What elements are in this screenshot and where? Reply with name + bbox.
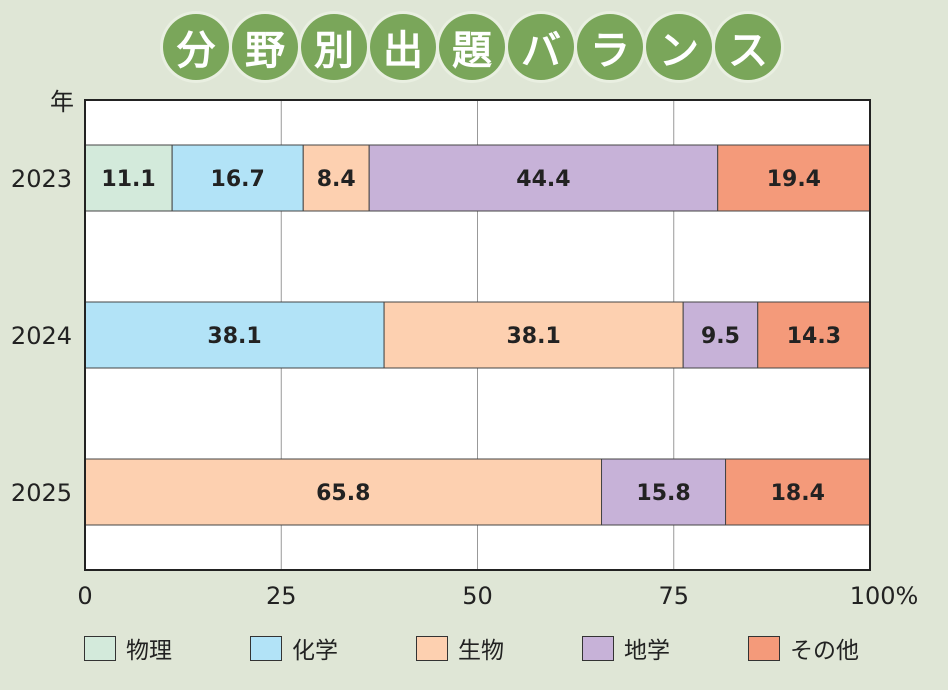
- legend-label: 生物: [458, 638, 504, 664]
- legend-swatch: [748, 635, 780, 661]
- data-label: 8.4: [317, 167, 356, 192]
- x-tick-label: 100%: [850, 582, 919, 610]
- legend-item: 地学: [582, 628, 670, 668]
- legend-label: その他: [790, 638, 859, 664]
- data-label: 18.4: [771, 481, 825, 506]
- data-label: 9.5: [701, 324, 740, 349]
- y-tick-label: 2024: [11, 322, 72, 350]
- bars: 11.1 16.7 8.4 44.4 19.4 38.1 38.1 9.5 14.3 65.8 15…: [84, 144, 871, 526]
- y-tick-label: 2025: [11, 479, 72, 507]
- x-tick-label: 25: [266, 582, 297, 610]
- x-tick-label: 75: [658, 582, 689, 610]
- title-char: ラ: [577, 14, 643, 80]
- data-label: 19.4: [767, 167, 821, 192]
- bar-segment: [368, 144, 719, 212]
- data-label: 38.1: [207, 324, 261, 349]
- legend: 物理 化学 生物 地学 その他: [84, 628, 904, 668]
- data-label: 14.3: [787, 324, 841, 349]
- plot-frame: [84, 99, 871, 571]
- bar-segment: [302, 144, 370, 212]
- data-label: 65.8: [316, 481, 370, 506]
- legend-item: その他: [748, 628, 859, 668]
- title-char: 分: [163, 14, 229, 80]
- title-char: 出: [370, 14, 436, 80]
- legend-swatch: [582, 635, 614, 661]
- legend-item: 物理: [84, 628, 172, 668]
- y-tick-labels: 2023 2024 2025: [11, 165, 72, 507]
- bar-segment: [682, 301, 759, 369]
- title-char: ス: [715, 14, 781, 80]
- y-axis-label: 年: [50, 88, 74, 116]
- x-tick-label: 50: [462, 582, 493, 610]
- chart-title: 分野別出題バランス: [0, 14, 948, 84]
- bar-segment: [84, 144, 173, 212]
- data-label: 11.1: [101, 167, 155, 192]
- title-char: 野: [232, 14, 298, 80]
- data-label: 15.8: [636, 481, 690, 506]
- legend-swatch: [416, 635, 448, 661]
- title-char: バ: [508, 14, 574, 80]
- bar-segment: [84, 458, 603, 526]
- legend-swatch: [84, 635, 116, 661]
- data-label: 44.4: [516, 167, 570, 192]
- legend-label: 地学: [624, 638, 670, 664]
- bar-segment: [84, 301, 385, 369]
- title-char: 別: [301, 14, 367, 80]
- bar-segment: [383, 301, 684, 369]
- bar-segment: [725, 458, 871, 526]
- data-label: 16.7: [211, 167, 265, 192]
- legend-label: 化学: [292, 638, 338, 664]
- bar-segment: [757, 301, 871, 369]
- x-tick-labels: 0 25 50 75 100%: [77, 582, 918, 610]
- bar-segment: [601, 458, 727, 526]
- bar-segment: [171, 144, 304, 212]
- title-char: 題: [439, 14, 505, 80]
- legend-item: 生物: [416, 628, 504, 668]
- y-tick-label: 2023: [11, 165, 72, 193]
- legend-item: 化学: [250, 628, 338, 668]
- title-char: ン: [646, 14, 712, 80]
- bar-segment: [717, 144, 871, 212]
- legend-swatch: [250, 635, 282, 661]
- data-label: 38.1: [506, 324, 560, 349]
- legend-label: 物理: [126, 638, 172, 664]
- x-tick-label: 0: [77, 582, 92, 610]
